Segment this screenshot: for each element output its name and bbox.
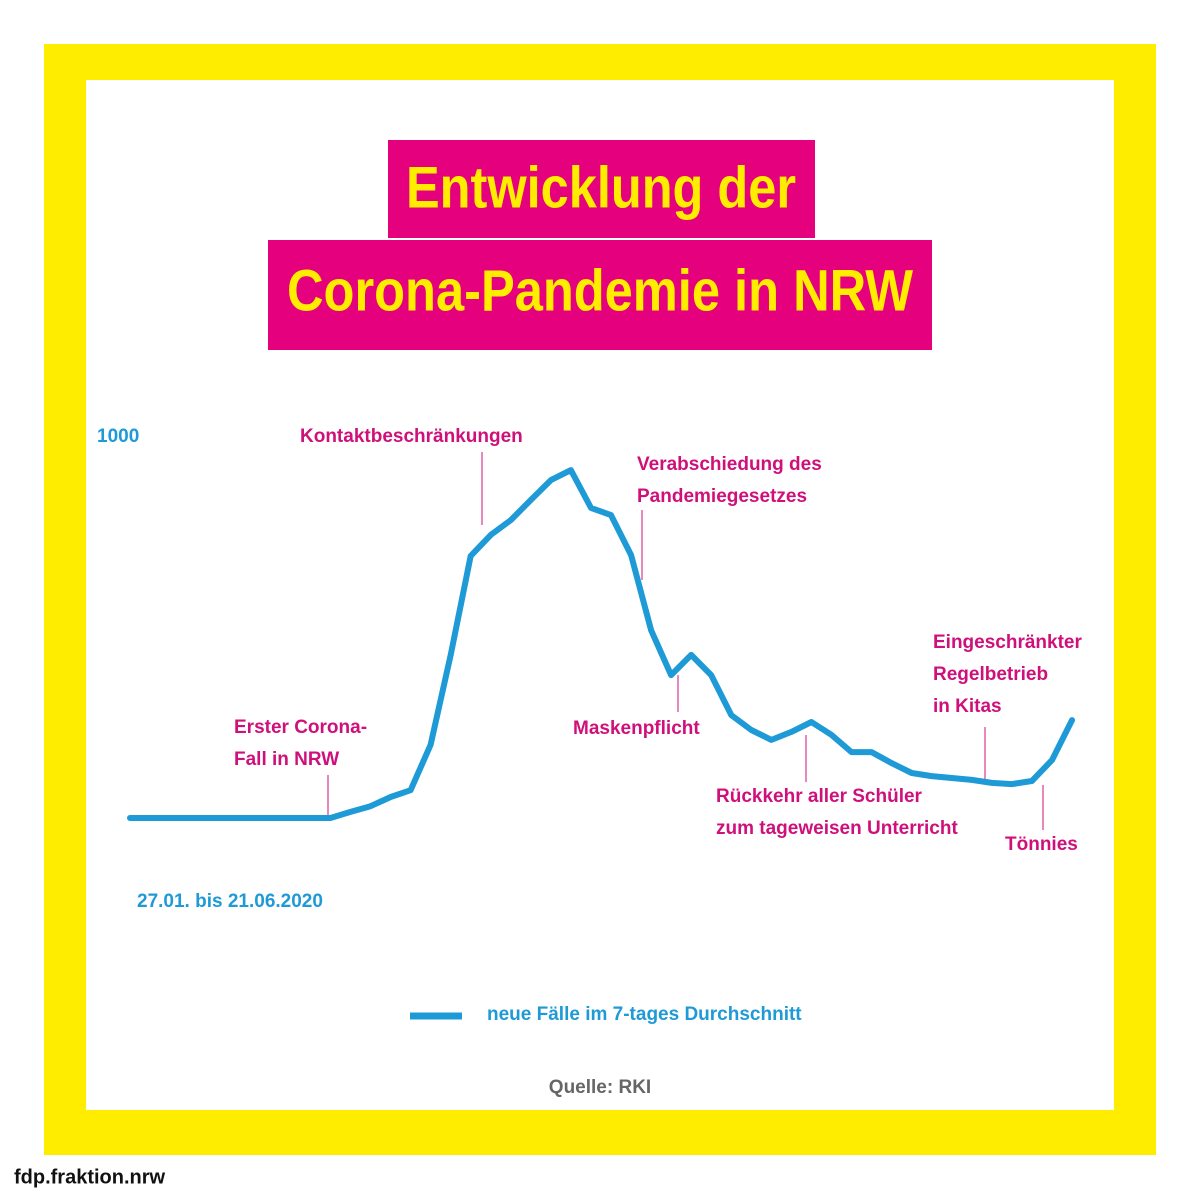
- annotation: in Kitas: [933, 696, 1002, 717]
- source: Quelle: RKI: [549, 1077, 651, 1098]
- annotation: Fall in NRW: [234, 749, 339, 770]
- data-line: [127, 467, 1075, 821]
- title-box: [388, 140, 815, 238]
- annotation: Verabschiedung des: [637, 454, 822, 475]
- chart-title: Entwicklung der: [406, 155, 796, 220]
- annotation: Regelbetrieb: [933, 664, 1048, 685]
- x-axis-label: 27.01. bis 21.06.2020: [137, 891, 323, 912]
- title-box: [268, 240, 932, 350]
- annotation: zum tageweisen Unterricht: [716, 818, 958, 839]
- footer: fdp.fraktion.nrw: [14, 1166, 166, 1188]
- annotation: Pandemiegesetzes: [637, 486, 807, 507]
- annotation: Erster Corona-: [234, 717, 367, 738]
- annotation: Kontaktbeschränkungen: [300, 426, 523, 447]
- annotation: Tönnies: [1005, 834, 1078, 855]
- annotation: Maskenpflicht: [573, 718, 700, 739]
- y-tick-label: 1000: [97, 426, 139, 447]
- chart-title: Corona-Pandemie in NRW: [287, 258, 913, 323]
- annotation: Rückkehr aller Schüler: [716, 786, 923, 807]
- legend-label: neue Fälle im 7-tages Durchschnitt: [487, 1004, 802, 1025]
- annotation: Eingeschränkter: [933, 632, 1082, 653]
